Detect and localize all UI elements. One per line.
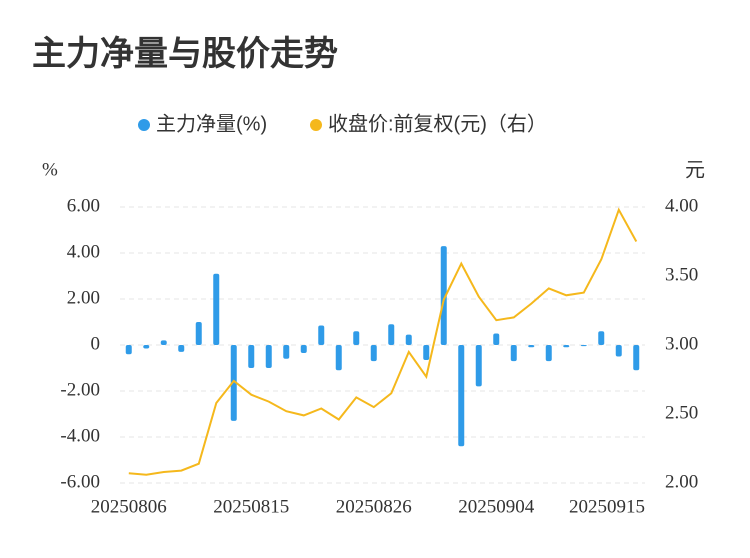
legend-marker: [138, 119, 150, 131]
bar: [580, 345, 587, 347]
y-tick-label: 0: [91, 333, 101, 354]
y-tick-label: 2.00: [67, 287, 100, 308]
bar: [493, 333, 500, 345]
bar: [283, 345, 290, 359]
bar: [440, 246, 447, 345]
y-tick-label: 6.00: [67, 195, 100, 216]
y-tick-label: -4.00: [60, 425, 100, 446]
y2-tick-label: 2.00: [665, 471, 698, 492]
bar: [125, 345, 132, 355]
price-line: [128, 207, 638, 476]
bar: [545, 345, 552, 362]
bar: [370, 345, 377, 362]
bar: [423, 345, 430, 360]
bar: [195, 322, 202, 345]
y-axis-label: %: [42, 159, 58, 180]
bar: [353, 331, 360, 345]
bar: [458, 345, 465, 447]
x-tick-label: 20250826: [336, 496, 412, 517]
bar: [230, 345, 237, 421]
bar: [318, 325, 325, 345]
y2-tick-label: 3.00: [665, 333, 698, 354]
x-tick-label: 20250904: [458, 496, 535, 517]
bar: [143, 345, 150, 349]
bar: [510, 345, 517, 362]
bar: [598, 331, 605, 345]
chart-title: 主力净量与股价走势: [32, 35, 338, 73]
bar: [633, 345, 640, 371]
y2-tick-label: 4.00: [665, 195, 698, 216]
x-tick-label: 20250915: [569, 496, 645, 517]
legend-label: 收盘价:前复权(元)（右）: [328, 112, 547, 135]
bar: [300, 345, 307, 354]
bar: [335, 345, 342, 371]
bar: [615, 345, 622, 357]
y-tick-label: 4.00: [67, 241, 100, 262]
bar: [405, 334, 412, 345]
legend-label: 主力净量(%): [156, 112, 267, 135]
bar: [178, 345, 185, 352]
bar: [388, 324, 395, 345]
bar: [475, 345, 482, 387]
legend-marker: [310, 119, 322, 131]
y-tick-label: -2.00: [60, 379, 100, 400]
x-tick-label: 20250806: [91, 496, 167, 517]
bar: [265, 345, 272, 368]
bar: [213, 273, 220, 345]
y2-tick-label: 2.50: [665, 402, 698, 423]
bar: [160, 340, 167, 345]
bar: [248, 345, 255, 368]
x-tick-label: 20250815: [213, 496, 289, 517]
bar: [528, 345, 535, 348]
y2-axis-label: 元: [685, 159, 705, 181]
y-tick-label: -6.00: [60, 471, 100, 492]
bar: [563, 345, 570, 348]
y2-tick-label: 3.50: [665, 264, 698, 285]
